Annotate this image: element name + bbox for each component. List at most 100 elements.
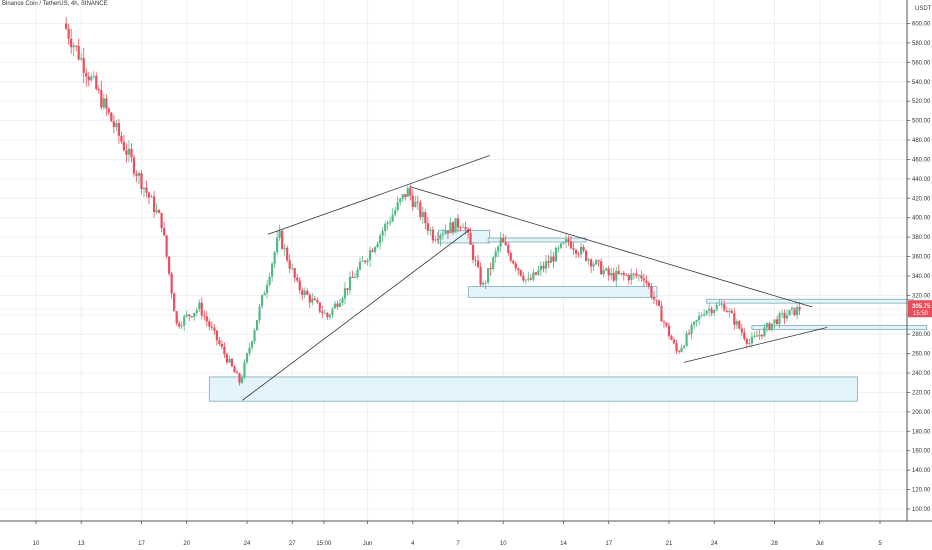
candle-body bbox=[404, 194, 407, 197]
x-tick-label: 17 bbox=[138, 541, 145, 547]
candle-body bbox=[700, 315, 703, 317]
countdown-label: 15:50 bbox=[913, 311, 929, 317]
candle-body bbox=[429, 229, 432, 231]
candle-body bbox=[426, 223, 429, 231]
candle-body bbox=[200, 302, 203, 316]
candle-body bbox=[728, 310, 731, 313]
candle-body bbox=[537, 270, 540, 275]
candle-body bbox=[140, 173, 143, 190]
candle-body bbox=[625, 275, 628, 276]
candle-body bbox=[595, 260, 598, 265]
candle-body bbox=[687, 333, 691, 335]
candle-body bbox=[582, 246, 585, 251]
candle-body bbox=[750, 336, 753, 344]
y-tick-label: 600.00 bbox=[912, 22, 931, 28]
y-tick-label: 180.00 bbox=[912, 429, 931, 435]
candle-body bbox=[152, 196, 156, 213]
last-price-tag bbox=[908, 300, 932, 318]
candle-body bbox=[449, 222, 452, 234]
candle-body bbox=[168, 256, 171, 274]
candle-body bbox=[569, 241, 573, 249]
candle-body bbox=[288, 260, 291, 269]
candle-body bbox=[770, 323, 774, 330]
candle-body bbox=[132, 157, 136, 174]
y-tick-label: 320.00 bbox=[912, 293, 931, 299]
candle-body bbox=[627, 275, 630, 281]
candle-body bbox=[243, 362, 246, 378]
candle-body bbox=[655, 299, 658, 301]
candle-body bbox=[617, 270, 620, 274]
candle-body bbox=[346, 288, 349, 291]
candle-body bbox=[645, 280, 648, 283]
candle-body bbox=[170, 273, 173, 294]
candle-body bbox=[572, 248, 575, 250]
candle-body bbox=[436, 239, 440, 241]
candle-body bbox=[487, 268, 490, 283]
candle-body bbox=[735, 321, 738, 325]
candle-body bbox=[313, 298, 316, 300]
candle-body bbox=[600, 261, 603, 275]
candle-body bbox=[640, 275, 643, 279]
candle-body bbox=[542, 265, 545, 269]
candle-body bbox=[723, 304, 726, 311]
candle-body bbox=[130, 148, 133, 158]
candle-body bbox=[316, 299, 319, 303]
candle-body bbox=[549, 256, 553, 263]
candle-body bbox=[748, 343, 751, 344]
candle-body bbox=[193, 312, 196, 318]
candle-body bbox=[363, 260, 367, 262]
candle-body bbox=[75, 45, 78, 47]
candle-body bbox=[796, 307, 799, 316]
candle-body bbox=[336, 303, 339, 307]
candle-body bbox=[471, 244, 475, 260]
candle-body bbox=[195, 309, 198, 313]
candle-body bbox=[110, 112, 113, 122]
x-tick-label: 28 bbox=[771, 541, 778, 547]
candle-body bbox=[147, 192, 151, 198]
candle-body bbox=[328, 314, 331, 318]
candle-body bbox=[173, 293, 176, 312]
candle-body bbox=[399, 198, 402, 203]
candle-body bbox=[301, 290, 304, 295]
candle-body bbox=[439, 235, 442, 240]
candle-body bbox=[411, 195, 414, 208]
candle-body bbox=[205, 316, 208, 322]
candle-body bbox=[705, 310, 708, 315]
candle-body bbox=[725, 310, 728, 313]
candle-body bbox=[494, 251, 497, 258]
candle-body bbox=[371, 250, 374, 252]
zone-box bbox=[706, 298, 914, 304]
x-tick-label: 20 bbox=[183, 541, 190, 547]
candle-body bbox=[620, 273, 623, 274]
candle-body bbox=[760, 334, 764, 337]
candle-body bbox=[547, 261, 550, 263]
candle-body bbox=[647, 282, 651, 287]
candle-body bbox=[517, 268, 520, 270]
candle-body bbox=[213, 327, 216, 331]
candle-body bbox=[708, 308, 711, 311]
candle-body bbox=[562, 242, 565, 244]
candle-body bbox=[223, 346, 226, 355]
candle-body bbox=[441, 234, 445, 236]
candle-body bbox=[650, 286, 653, 297]
candle-body bbox=[765, 323, 769, 328]
candle-body bbox=[693, 321, 696, 325]
candle-body bbox=[396, 202, 399, 211]
candle-body bbox=[105, 98, 108, 109]
candle-body bbox=[592, 264, 595, 267]
x-tick-label: 21 bbox=[666, 541, 673, 547]
candle-body bbox=[780, 312, 784, 314]
candle-body bbox=[743, 332, 746, 339]
candle-body bbox=[258, 306, 261, 321]
candle-body bbox=[733, 313, 736, 325]
candle-body bbox=[406, 188, 409, 197]
candle-body bbox=[321, 311, 324, 314]
candle-body bbox=[534, 272, 537, 275]
candle-body bbox=[353, 277, 357, 278]
candle-body bbox=[416, 201, 419, 203]
x-tick-label: 4 bbox=[411, 541, 415, 547]
candle-body bbox=[117, 123, 120, 136]
candle-body bbox=[464, 227, 467, 230]
candle-body bbox=[532, 272, 535, 280]
